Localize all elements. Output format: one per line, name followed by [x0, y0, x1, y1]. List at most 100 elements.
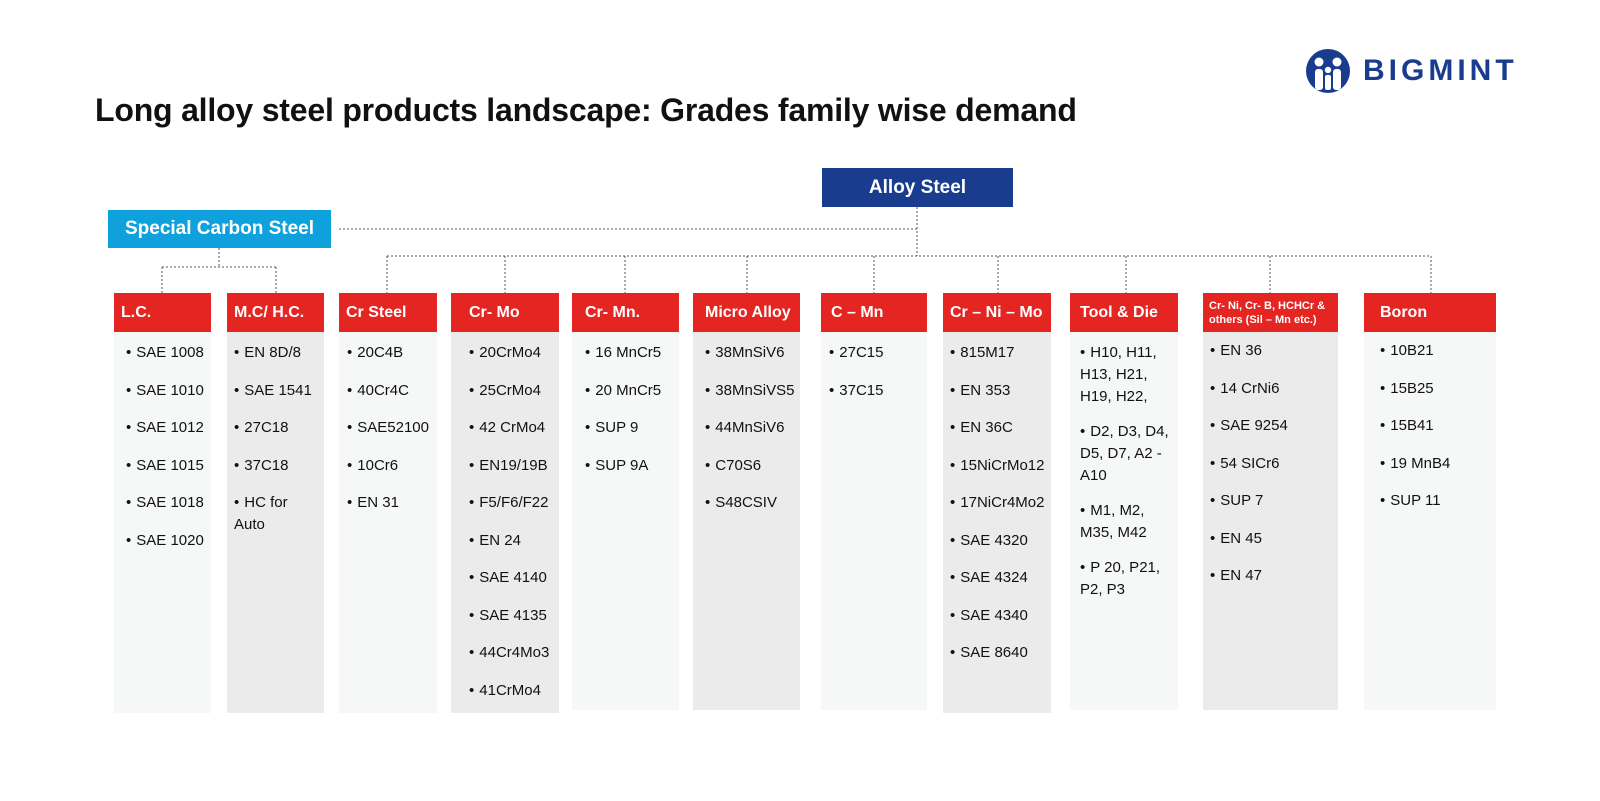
grade-item: M1, M2, M35, M42	[1080, 500, 1174, 544]
grade-item: EN 45	[1210, 528, 1334, 550]
grade-item: HC for Auto	[234, 492, 320, 536]
column-header: Cr- Mn.	[572, 293, 679, 332]
brand-name: BIGMINT	[1363, 54, 1518, 87]
grade-item: 44Cr4Mo3	[469, 642, 555, 664]
column-body: H10, H11, H13, H21, H19, H22, D2, D3, D4…	[1070, 332, 1178, 710]
grade-item: SAE 1012	[126, 417, 207, 439]
grade-item: SAE 4324	[950, 567, 1047, 589]
grade-item: SAE 1018	[126, 492, 207, 514]
grade-item: EN 353	[950, 380, 1047, 402]
grade-item: 27C15	[829, 342, 923, 364]
grade-item: P 20, P21, P2, P3	[1080, 557, 1174, 601]
bigmint-logo: BIGMINT	[1305, 46, 1518, 96]
column-cr-mo: Cr- Mo 20CrMo4 25CrMo4 42 CrMo4 EN19/19B…	[451, 293, 559, 713]
grade-item: EN 36C	[950, 417, 1047, 439]
grade-item: D2, D3, D4, D5, D7, A2 - A10	[1080, 421, 1174, 487]
bigmint-logo-icon	[1306, 49, 1350, 93]
grade-item: SAE 1015	[126, 455, 207, 477]
grade-item: 815M17	[950, 342, 1047, 364]
grade-item: SAE 1541	[234, 380, 320, 402]
column-cr-steel: Cr Steel 20C4B 40Cr4C SAE52100 10Cr6 EN …	[339, 293, 437, 713]
grade-item: 20C4B	[347, 342, 433, 364]
grade-item: 15B41	[1380, 415, 1492, 437]
column-mc-hc: M.C/ H.C. EN 8D/8 SAE 1541 27C18 37C18 H…	[227, 293, 324, 713]
column-body: 815M17 EN 353 EN 36C 15NiCrMo12 17NiCr4M…	[943, 332, 1051, 713]
grade-item: EN 31	[347, 492, 433, 514]
grade-item: SAE 1008	[126, 342, 207, 364]
grade-item: 27C18	[234, 417, 320, 439]
grade-item: 44MnSiV6	[705, 417, 796, 439]
column-body: 10B21 15B25 15B41 19 MnB4 SUP 11	[1364, 332, 1496, 710]
column-body: 20C4B 40Cr4C SAE52100 10Cr6 EN 31	[339, 332, 437, 713]
column-body: 16 MnCr5 20 MnCr5 SUP 9 SUP 9A	[572, 332, 679, 710]
column-tool-die: Tool & Die H10, H11, H13, H21, H19, H22,…	[1070, 293, 1178, 710]
column-c-mn: C – Mn 27C15 37C15	[821, 293, 927, 710]
grade-item: SAE52100	[347, 417, 433, 439]
grade-item: 37C18	[234, 455, 320, 477]
grade-item: 37C15	[829, 380, 923, 402]
grade-item: SUP 9	[585, 417, 675, 439]
column-header: Micro Alloy	[693, 293, 800, 332]
grade-item: S48CSIV	[705, 492, 796, 514]
grade-item: EN 8D/8	[234, 342, 320, 364]
grade-item: SAE 4135	[469, 605, 555, 627]
grade-item: SUP 7	[1210, 490, 1334, 512]
grade-item: 10B21	[1380, 340, 1492, 362]
grade-item: 14 CrNi6	[1210, 378, 1334, 400]
page-title: Long alloy steel products landscape: Gra…	[95, 92, 1077, 128]
grade-item: SAE 4340	[950, 605, 1047, 627]
column-body: 27C15 37C15	[821, 332, 927, 710]
grade-item: SAE 9254	[1210, 415, 1334, 437]
column-header: Cr- Ni, Cr- B, HCHCr & others (Sil – Mn …	[1203, 293, 1338, 332]
special-carbon-steel-box: Special Carbon Steel	[108, 210, 331, 248]
grade-item: SAE 8640	[950, 642, 1047, 664]
column-header: Cr Steel	[339, 293, 437, 332]
column-header: L.C.	[114, 293, 211, 332]
grade-item: 10Cr6	[347, 455, 433, 477]
grade-item: 17NiCr4Mo2	[950, 492, 1047, 514]
grade-item: F5/F6/F22	[469, 492, 555, 514]
column-header: Boron	[1364, 293, 1496, 332]
grade-item: 40Cr4C	[347, 380, 433, 402]
grade-item: 15B25	[1380, 378, 1492, 400]
grade-item: 16 MnCr5	[585, 342, 675, 364]
column-body: EN 8D/8 SAE 1541 27C18 37C18 HC for Auto	[227, 332, 324, 713]
column-lc: L.C. SAE 1008 SAE 1010 SAE 1012 SAE 1015…	[114, 293, 211, 713]
grade-item: 20 MnCr5	[585, 380, 675, 402]
grade-item: EN 47	[1210, 565, 1334, 587]
column-body: 38MnSiV6 38MnSiVS5 44MnSiV6 C70S6 S48CSI…	[693, 332, 800, 710]
grade-item: 38MnSiV6	[705, 342, 796, 364]
column-header: Cr – Ni – Mo	[943, 293, 1051, 332]
column-header: Cr- Mo	[451, 293, 559, 332]
column-header: Tool & Die	[1070, 293, 1178, 332]
column-boron: Boron 10B21 15B25 15B41 19 MnB4 SUP 11	[1364, 293, 1496, 710]
column-header: M.C/ H.C.	[227, 293, 324, 332]
grade-item: H10, H11, H13, H21, H19, H22,	[1080, 342, 1174, 408]
alloy-steel-box: Alloy Steel	[822, 168, 1013, 207]
grade-item: 25CrMo4	[469, 380, 555, 402]
column-body: EN 36 14 CrNi6 SAE 9254 54 SICr6 SUP 7 E…	[1203, 332, 1338, 710]
column-body: SAE 1008 SAE 1010 SAE 1012 SAE 1015 SAE …	[114, 332, 211, 713]
grade-item: SAE 4140	[469, 567, 555, 589]
column-header: C – Mn	[821, 293, 927, 332]
grade-item: 54 SICr6	[1210, 453, 1334, 475]
grade-item: SAE 1010	[126, 380, 207, 402]
grade-item: SAE 4320	[950, 530, 1047, 552]
grade-item: 15NiCrMo12	[950, 455, 1047, 477]
column-body: 20CrMo4 25CrMo4 42 CrMo4 EN19/19B F5/F6/…	[451, 332, 559, 713]
column-cr-ni-cr-b-hchcr-others: Cr- Ni, Cr- B, HCHCr & others (Sil – Mn …	[1203, 293, 1338, 710]
grade-item: SAE 1020	[126, 530, 207, 552]
column-cr-mn: Cr- Mn. 16 MnCr5 20 MnCr5 SUP 9 SUP 9A	[572, 293, 679, 710]
grade-item: EN 36	[1210, 340, 1334, 362]
column-cr-ni-mo: Cr – Ni – Mo 815M17 EN 353 EN 36C 15NiCr…	[943, 293, 1051, 713]
grade-item: 20CrMo4	[469, 342, 555, 364]
grade-item: C70S6	[705, 455, 796, 477]
grade-item: 38MnSiVS5	[705, 380, 796, 402]
grade-item: SUP 9A	[585, 455, 675, 477]
grade-item: 41CrMo4	[469, 680, 555, 702]
grade-item: EN 24	[469, 530, 555, 552]
column-micro-alloy: Micro Alloy 38MnSiV6 38MnSiVS5 44MnSiV6 …	[693, 293, 800, 710]
grade-item: 19 MnB4	[1380, 453, 1492, 475]
grade-item: 42 CrMo4	[469, 417, 555, 439]
